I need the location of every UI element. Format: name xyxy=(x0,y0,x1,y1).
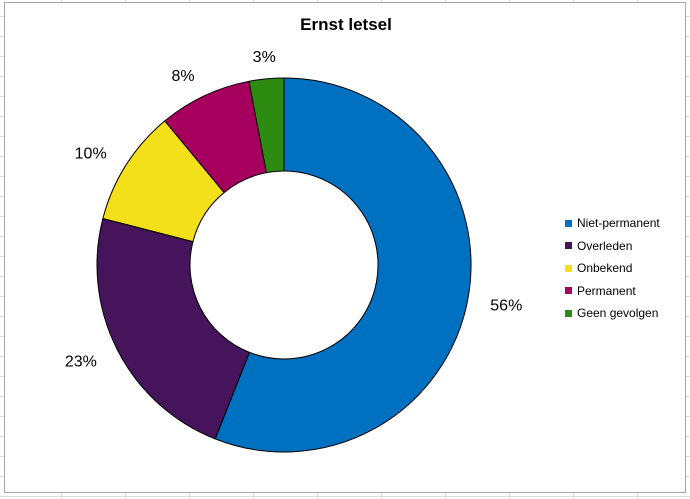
slice-overleden[interactable] xyxy=(96,217,251,440)
slice-geen-gevolgen[interactable] xyxy=(248,77,285,174)
legend-label: Geen gevolgen xyxy=(577,306,659,321)
data-label-overleden: 23% xyxy=(65,353,97,370)
legend-item-geen-gevolgen[interactable]: Geen gevolgen xyxy=(565,302,660,325)
data-label-niet-permanent: 56% xyxy=(490,297,522,314)
legend-label: Overleden xyxy=(577,238,633,253)
legend-item-niet-permanent[interactable]: Niet-permanent xyxy=(565,212,660,235)
legend-label: Permanent xyxy=(577,283,636,298)
data-label-onbekend: 10% xyxy=(75,145,107,162)
chart-title: Ernst letsel xyxy=(300,15,392,34)
legend-swatch xyxy=(565,309,572,317)
legend-swatch xyxy=(565,287,572,295)
legend-swatch xyxy=(565,242,572,250)
donut-chart: 56% 23% 10% 8% 3% xyxy=(65,49,522,453)
legend-label: Onbekend xyxy=(577,261,633,276)
data-label-geen-gevolgen: 3% xyxy=(253,49,276,66)
data-label-permanent: 8% xyxy=(171,68,194,85)
legend-label: Niet-permanent xyxy=(577,216,660,231)
slice-niet-permanent[interactable] xyxy=(214,77,472,453)
legend-item-overleden[interactable]: Overleden xyxy=(565,235,660,258)
donut-slices xyxy=(96,77,472,453)
legend-swatch xyxy=(565,264,572,272)
data-labels: 56% 23% 10% 8% 3% xyxy=(65,49,522,370)
chart-area[interactable]: Ernst letsel 56% 23% 10% 8% 3% Niet-permanen… xyxy=(4,2,686,493)
legend-item-permanent[interactable]: Permanent xyxy=(565,280,660,303)
legend: Niet-permanent Overleden Onbekend Permanent… xyxy=(565,212,660,325)
legend-item-onbekend[interactable]: Onbekend xyxy=(565,257,660,280)
legend-swatch xyxy=(565,219,572,227)
